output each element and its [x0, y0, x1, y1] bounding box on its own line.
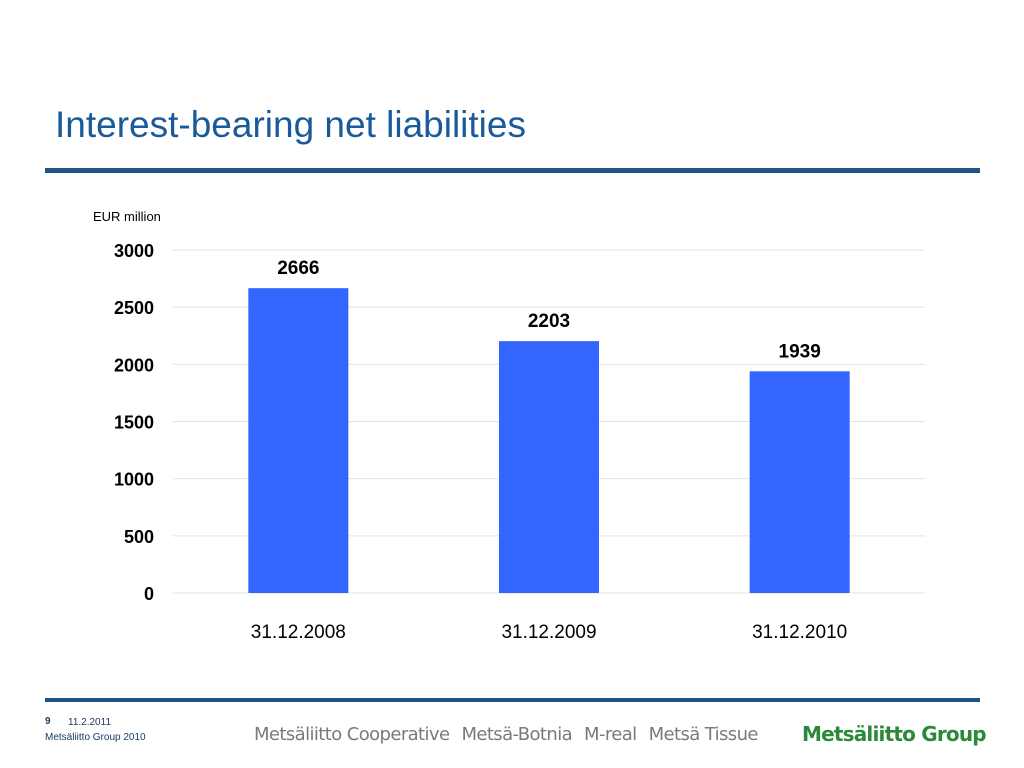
y-tick-label: 1000	[114, 470, 154, 490]
bar-chart: EUR million 0 500 1000 1500 2000 2500 3000 266…	[93, 209, 925, 643]
footer-divider	[45, 698, 980, 702]
title-divider	[45, 168, 980, 173]
y-tick-label: 1500	[114, 413, 154, 433]
x-tick-label: 31.12.2010	[752, 622, 847, 643]
x-axis-ticks: 31.12.2008 31.12.2009 31.12.2010	[251, 622, 847, 643]
data-label: 1939	[779, 341, 821, 362]
brand-cooperative: Metsäliitto Cooperative	[254, 724, 450, 745]
group-logo: Metsäliitto Group	[802, 722, 987, 746]
x-tick-label: 31.12.2008	[251, 622, 346, 643]
brand-strip: Metsäliitto Cooperative Metsä-Botnia M-r…	[254, 724, 758, 745]
y-axis-ticks: 0 500 1000 1500 2000 2500 3000	[114, 241, 154, 604]
y-tick-label: 3000	[114, 241, 154, 261]
brand-botnia: Metsä-Botnia	[461, 724, 573, 745]
bars	[248, 288, 850, 593]
bar-31.12.2008	[248, 288, 349, 593]
data-labels: 2666 2203 1939	[277, 258, 821, 362]
data-label: 2666	[277, 258, 319, 279]
bar-31.12.2009	[499, 341, 599, 593]
footer-company: Metsäliitto Group 2010	[45, 732, 146, 743]
brand-mreal: M-real	[584, 724, 637, 745]
unit-label: EUR million	[93, 209, 161, 224]
data-label: 2203	[528, 311, 570, 332]
y-tick-label: 2500	[114, 298, 154, 318]
page-number: 9	[45, 716, 51, 727]
x-tick-label: 31.12.2009	[501, 622, 596, 643]
y-tick-label: 500	[124, 527, 154, 547]
y-tick-label: 2000	[114, 355, 154, 375]
bar-31.12.2010	[749, 371, 850, 593]
slide-title: Interest-bearing net liabilities	[55, 104, 526, 145]
footer-date: 11.2.2011	[68, 717, 112, 728]
brand-tissue: Metsä Tissue	[648, 724, 759, 745]
y-tick-label: 0	[144, 584, 154, 604]
